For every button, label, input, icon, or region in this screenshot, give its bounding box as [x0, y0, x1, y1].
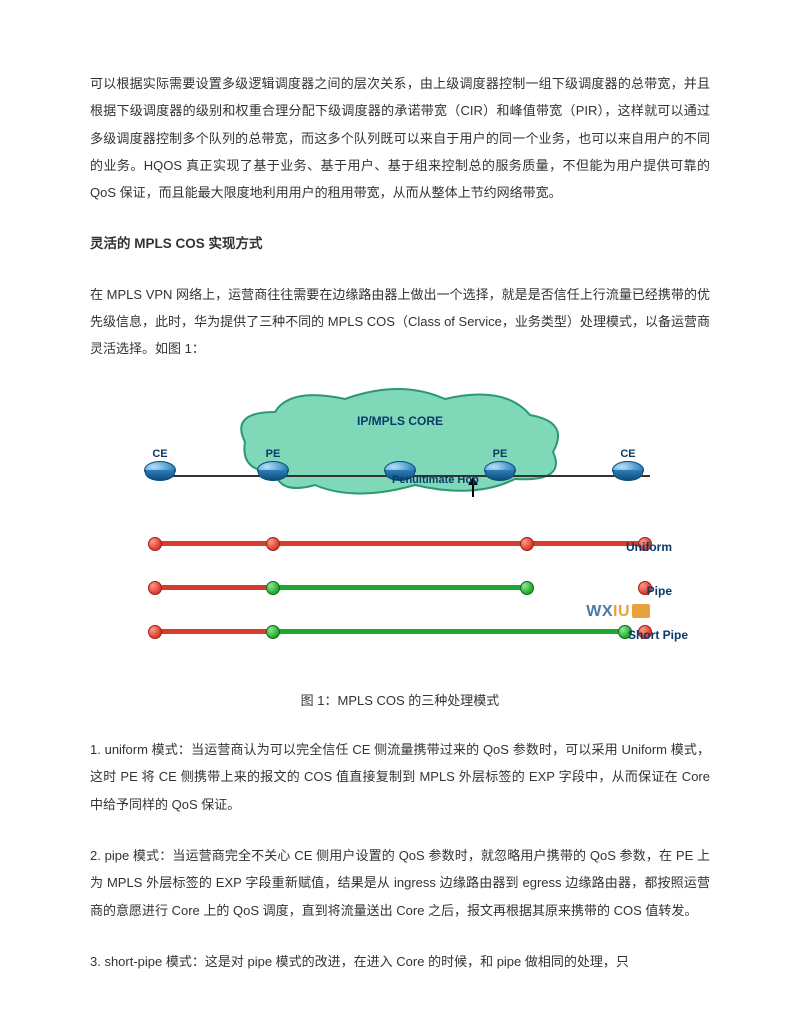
mode-row-uniform: Uniform: [146, 527, 654, 563]
router-icon: [144, 461, 176, 479]
router-icon: [257, 461, 289, 479]
router-pe-left: PE: [255, 461, 291, 479]
mode-row-pipe: Pipe: [146, 571, 654, 607]
mode-row-shortpipe: Short Pipe: [146, 615, 654, 651]
endpoint-dot: [520, 581, 534, 595]
mode-label: Uniform: [626, 535, 672, 560]
section-heading: 灵活的 MPLS COS 实现方式: [90, 230, 710, 258]
mode-line-seg: [154, 585, 272, 590]
watermark: WXIU: [586, 595, 650, 629]
router-pe-right: PE: [482, 461, 518, 479]
penultimate-label: Penultimate Hop: [392, 469, 479, 492]
intro-paragraph: 可以根据实际需要设置多级逻辑调度器之间的层次关系，由上级调度器控制一组下级调度器…: [90, 70, 710, 206]
endpoint-dot: [520, 537, 534, 551]
shortpipe-mode-paragraph: 3. short-pipe 模式：这是对 pipe 模式的改进，在进入 Core…: [90, 948, 710, 975]
router-icon: [612, 461, 644, 479]
mode-label: Pipe: [647, 579, 672, 604]
mode-line-seg: [272, 585, 528, 590]
endpoint-dot: [266, 537, 280, 551]
document-page: 可以根据实际需要设置多级逻辑调度器之间的层次关系，由上级调度器控制一组下级调度器…: [0, 0, 800, 1015]
endpoint-dot: [266, 625, 280, 639]
pipe-mode-paragraph: 2. pipe 模式：当运营商完全不关心 CE 侧用户设置的 QoS 参数时，就…: [90, 842, 710, 924]
mode-lines-area: Uniform Pipe Sho: [120, 527, 680, 677]
mpls-cos-diagram: IP/MPLS CORE CE PE PE: [120, 387, 680, 677]
figure-caption: 图 1：MPLS COS 的三种处理模式: [90, 687, 710, 714]
watermark-part: IU: [613, 603, 630, 620]
mpls-intro-paragraph: 在 MPLS VPN 网络上，运营商往往需要在边缘路由器上做出一个选择，就是是否…: [90, 281, 710, 363]
watermark-icon: [632, 604, 650, 618]
endpoint-dot: [148, 537, 162, 551]
uniform-mode-paragraph: 1. uniform 模式：当运营商认为可以完全信任 CE 侧流量携带过来的 Q…: [90, 736, 710, 818]
endpoint-dot: [148, 581, 162, 595]
mode-line-seg: [272, 629, 626, 634]
cloud-title: IP/MPLS CORE: [120, 409, 680, 434]
mode-line: [154, 541, 646, 546]
endpoint-dot: [148, 625, 162, 639]
router-icon: [484, 461, 516, 479]
watermark-part: WX: [586, 603, 613, 620]
router-ce-left: CE: [142, 461, 178, 479]
endpoint-dot: [266, 581, 280, 595]
router-ce-right: CE: [610, 461, 646, 479]
